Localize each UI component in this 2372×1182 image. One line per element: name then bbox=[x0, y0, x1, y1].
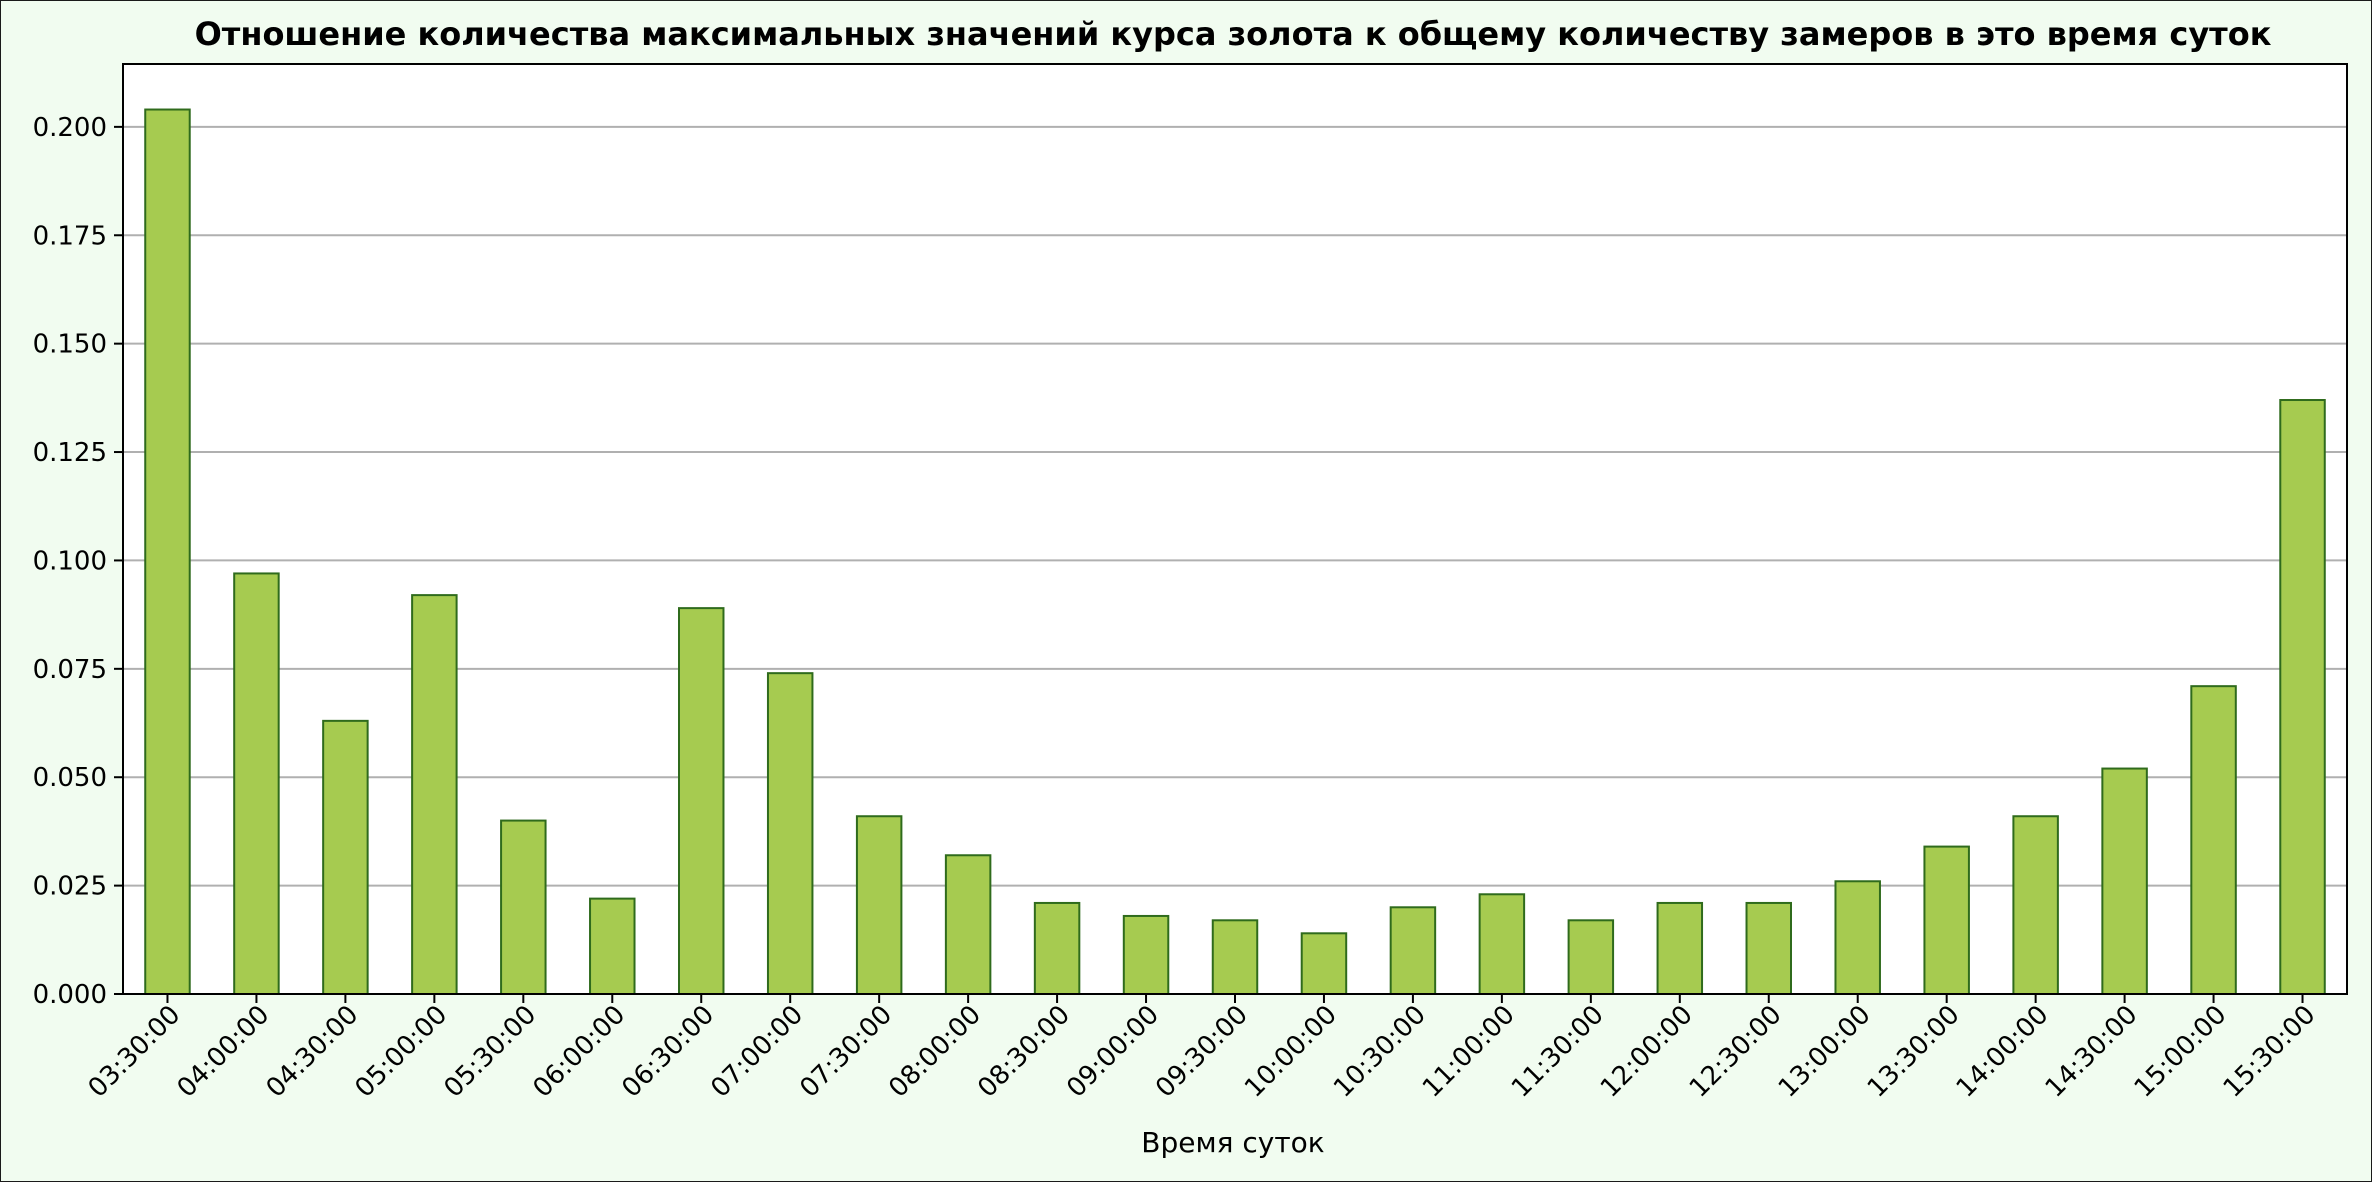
x-tick-label: 06:00:00 bbox=[527, 1000, 631, 1104]
x-tick-label: 08:30:00 bbox=[972, 1000, 1076, 1104]
y-tick-label: 0.100 bbox=[33, 546, 107, 576]
bar bbox=[2012, 815, 2059, 995]
bar bbox=[322, 719, 369, 995]
x-tick-label: 09:30:00 bbox=[1150, 1000, 1254, 1104]
x-tick-label: 14:30:00 bbox=[2040, 1000, 2144, 1104]
y-tick-label: 0.200 bbox=[33, 113, 107, 143]
x-tick-label: 07:30:00 bbox=[794, 1000, 898, 1104]
y-tick-label: 0.000 bbox=[33, 980, 107, 1010]
bar bbox=[1211, 919, 1259, 995]
bar bbox=[2190, 685, 2237, 995]
bar bbox=[1923, 845, 1970, 995]
x-axis-label: Время суток bbox=[1141, 1126, 1324, 1159]
x-tick-label: 09:00:00 bbox=[1061, 1000, 1165, 1104]
x-tick-label: 12:30:00 bbox=[1684, 1000, 1788, 1104]
x-tick-label: 14:00:00 bbox=[1951, 1000, 2055, 1104]
bar bbox=[855, 815, 903, 995]
x-tick-label: 10:30:00 bbox=[1328, 1000, 1432, 1104]
x-tick-label: 13:00:00 bbox=[1773, 1000, 1877, 1104]
bar bbox=[1122, 914, 1170, 996]
x-tick-label: 03:30:00 bbox=[83, 1000, 187, 1104]
bar bbox=[766, 672, 814, 995]
bar bbox=[500, 819, 547, 995]
y-tick-label: 0.025 bbox=[33, 872, 107, 902]
bar bbox=[944, 854, 992, 995]
bar bbox=[2279, 399, 2326, 995]
y-tick-label: 0.150 bbox=[33, 330, 107, 360]
chart-title: Отношение количества максимальных значен… bbox=[195, 15, 2272, 53]
bar bbox=[1033, 901, 1081, 995]
x-tick-label: 13:30:00 bbox=[1862, 1000, 1966, 1104]
bar bbox=[1745, 901, 1793, 995]
x-tick-label: 15:00:00 bbox=[2129, 1000, 2233, 1104]
bar bbox=[1478, 893, 1526, 996]
x-tick-label: 11:00:00 bbox=[1417, 1000, 1521, 1104]
bar bbox=[1834, 880, 1881, 995]
plot-area bbox=[123, 64, 2347, 994]
x-tick-label: 06:30:00 bbox=[616, 1000, 720, 1104]
x-tick-label: 11:30:00 bbox=[1506, 1000, 1610, 1104]
x-tick-label: 05:30:00 bbox=[438, 1000, 542, 1104]
bar bbox=[1300, 932, 1348, 996]
bar bbox=[589, 897, 636, 995]
grid-lines bbox=[123, 125, 2347, 887]
x-tick-label: 07:00:00 bbox=[705, 1000, 809, 1104]
x-tick-label: 05:00:00 bbox=[350, 1000, 454, 1104]
x-tick-label: 04:30:00 bbox=[261, 1000, 365, 1104]
x-tick-label: 15:30:00 bbox=[2218, 1000, 2322, 1104]
x-axis: 03:30:0004:00:0004:30:0005:00:0005:30:00… bbox=[83, 994, 2322, 1104]
y-axis: 0.000 0.025 0.050 0.075 0.100 0.125 0.150 0.175… bbox=[33, 113, 123, 1010]
y-tick-label: 0.175 bbox=[33, 221, 107, 251]
x-tick-label: 10:00:00 bbox=[1239, 1000, 1343, 1104]
bar bbox=[2101, 767, 2148, 996]
bar bbox=[1389, 906, 1437, 996]
y-tick-label: 0.075 bbox=[33, 655, 107, 685]
x-tick-label: 04:00:00 bbox=[172, 1000, 276, 1104]
bar bbox=[233, 572, 280, 995]
y-tick-label: 0.125 bbox=[33, 438, 107, 468]
bar bbox=[1656, 901, 1704, 995]
x-tick-label: 08:00:00 bbox=[883, 1000, 987, 1104]
bar bbox=[1567, 919, 1615, 995]
bar bbox=[144, 108, 191, 995]
bar bbox=[411, 594, 458, 996]
x-tick-label: 12:00:00 bbox=[1595, 1000, 1699, 1104]
bar bbox=[678, 607, 725, 995]
y-tick-label: 0.050 bbox=[33, 763, 107, 793]
